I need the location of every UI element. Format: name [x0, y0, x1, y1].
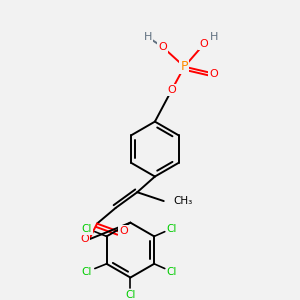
Text: Cl: Cl: [167, 224, 177, 233]
Text: O: O: [209, 69, 218, 79]
Text: H: H: [144, 32, 152, 42]
Text: O: O: [80, 234, 89, 244]
Text: H: H: [210, 32, 218, 42]
Text: O: O: [119, 226, 128, 236]
Text: Cl: Cl: [125, 290, 136, 300]
Text: Cl: Cl: [82, 267, 92, 277]
Text: Cl: Cl: [167, 267, 177, 277]
Text: O: O: [200, 39, 208, 49]
Text: CH₃: CH₃: [173, 196, 193, 206]
Text: O: O: [167, 85, 176, 95]
Text: O: O: [158, 42, 167, 52]
Text: P: P: [181, 60, 188, 73]
Text: Cl: Cl: [82, 224, 92, 233]
